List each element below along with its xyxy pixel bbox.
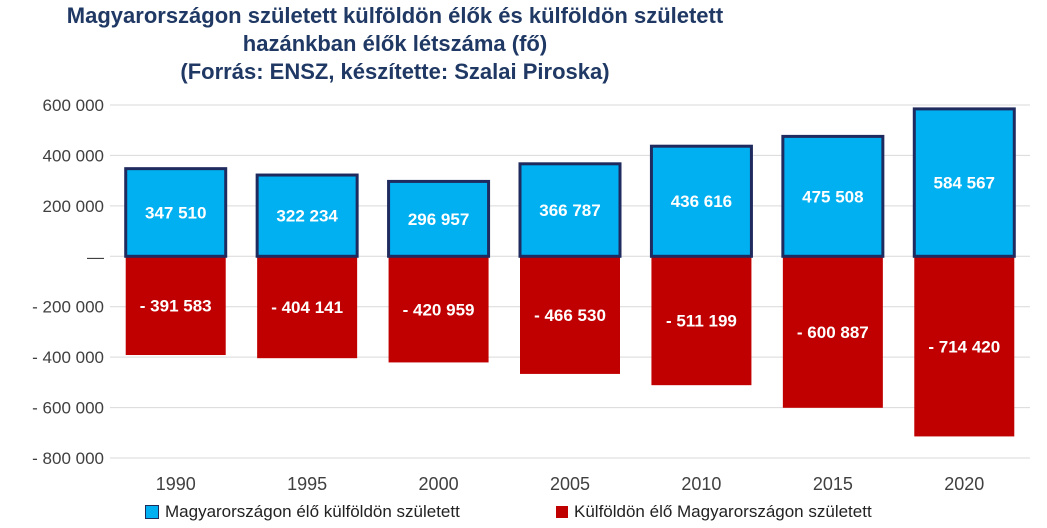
y-tick-label: - 600 000 xyxy=(32,399,104,418)
data-label-positive: 322 234 xyxy=(276,207,338,226)
x-axis: 1990 1995 2000 2005 2010 2015 2020 xyxy=(156,474,985,494)
legend-label-positive: Magyarországon élő külföldön született xyxy=(165,502,460,521)
bar-positive xyxy=(124,167,228,258)
data-label-positive: 475 508 xyxy=(802,187,863,206)
legend-swatch-negative xyxy=(556,506,568,518)
bar-negative xyxy=(782,256,883,408)
x-tick-label: 1990 xyxy=(156,474,196,494)
bar-negative xyxy=(125,256,226,356)
data-labels: 347 510 - 391 583 322 234 - 404 141 296 957 -… xyxy=(140,174,1000,357)
data-label-positive: 436 616 xyxy=(671,192,732,211)
stacked-bar-chart: 600 000 400 000 200 000 — - 200 000 - 400 000… xyxy=(32,96,1030,494)
bar-positive xyxy=(781,134,885,258)
legend-item-negative: Külföldön élő Magyarországon született xyxy=(556,502,872,522)
data-label-negative: - 600 887 xyxy=(797,323,869,342)
bar-negative xyxy=(914,256,1015,437)
chart-title: Magyarországon született külföldön élők … xyxy=(0,2,790,86)
x-tick-label: 2015 xyxy=(813,474,853,494)
bar-negative xyxy=(651,256,752,386)
bar-positive xyxy=(255,173,359,258)
chart-title-line1: Magyarországon született külföldön élők … xyxy=(66,3,724,28)
x-tick-label: 2010 xyxy=(681,474,721,494)
bar-positive xyxy=(387,179,491,258)
bars-layer xyxy=(124,107,1016,437)
y-tick-label: - 800 000 xyxy=(32,449,104,468)
x-tick-label: 2020 xyxy=(944,474,984,494)
data-label-positive: 584 567 xyxy=(934,174,995,193)
bar-positive xyxy=(518,162,622,258)
bar-negative xyxy=(520,256,620,374)
data-label-negative: - 714 420 xyxy=(928,337,1000,356)
x-tick-label: 2005 xyxy=(550,474,590,494)
x-tick-label: 1995 xyxy=(287,474,327,494)
y-tick-label: 600 000 xyxy=(43,96,104,115)
y-axis: 600 000 400 000 200 000 — - 200 000 - 400 000… xyxy=(32,96,104,468)
legend-label-negative: Külföldön élő Magyarországon született xyxy=(574,502,872,521)
legend-item-positive: Magyarországon élő külföldön született xyxy=(145,502,460,522)
y-tick-label: — xyxy=(87,247,104,266)
bar-negative xyxy=(257,256,358,359)
data-label-negative: - 466 530 xyxy=(534,306,606,325)
bar-negative xyxy=(388,256,489,363)
data-label-negative: - 420 959 xyxy=(403,300,475,319)
y-tick-label: 200 000 xyxy=(43,197,104,216)
data-label-positive: 366 787 xyxy=(539,201,600,220)
y-tick-label: - 200 000 xyxy=(32,298,104,317)
x-tick-label: 2000 xyxy=(419,474,459,494)
data-label-negative: - 391 583 xyxy=(140,297,212,316)
data-label-positive: 347 510 xyxy=(145,203,206,222)
y-tick-label: 400 000 xyxy=(43,146,104,165)
data-label-negative: - 404 141 xyxy=(271,298,343,317)
data-label-positive: 296 957 xyxy=(408,210,469,229)
legend-swatch-positive xyxy=(145,505,159,519)
bar-positive xyxy=(649,144,753,258)
y-tick-label: - 400 000 xyxy=(32,348,104,367)
chart-title-line3: (Forrás: ENSZ, készítette: Szalai Pirosk… xyxy=(180,59,610,84)
chart-title-line2: hazánkban élők létszáma (fő) xyxy=(242,31,548,56)
data-label-negative: - 511 199 xyxy=(666,312,737,331)
bar-positive xyxy=(912,107,1016,258)
legend: Magyarországon élő külföldön született K… xyxy=(0,502,1047,528)
